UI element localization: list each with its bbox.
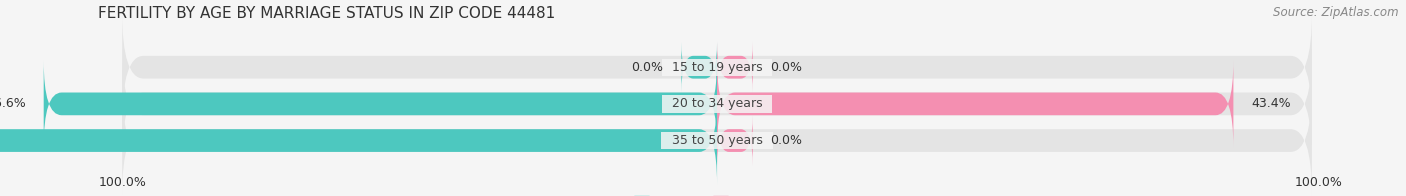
- Text: Source: ZipAtlas.com: Source: ZipAtlas.com: [1274, 6, 1399, 19]
- FancyBboxPatch shape: [717, 115, 752, 166]
- FancyBboxPatch shape: [717, 60, 1233, 148]
- FancyBboxPatch shape: [122, 86, 1312, 195]
- FancyBboxPatch shape: [682, 42, 717, 93]
- Text: FERTILITY BY AGE BY MARRIAGE STATUS IN ZIP CODE 44481: FERTILITY BY AGE BY MARRIAGE STATUS IN Z…: [98, 6, 555, 21]
- FancyBboxPatch shape: [122, 49, 1312, 159]
- Text: 0.0%: 0.0%: [770, 134, 803, 147]
- FancyBboxPatch shape: [44, 60, 717, 148]
- Text: 100.0%: 100.0%: [98, 176, 146, 189]
- FancyBboxPatch shape: [0, 97, 717, 184]
- Legend: Married, Unmarried: Married, Unmarried: [628, 191, 806, 196]
- FancyBboxPatch shape: [122, 13, 1312, 122]
- Text: 15 to 19 years: 15 to 19 years: [664, 61, 770, 74]
- Text: 100.0%: 100.0%: [1295, 176, 1343, 189]
- Text: 43.4%: 43.4%: [1251, 97, 1291, 110]
- Text: 0.0%: 0.0%: [631, 61, 664, 74]
- Text: 0.0%: 0.0%: [770, 61, 803, 74]
- Text: 20 to 34 years: 20 to 34 years: [664, 97, 770, 110]
- FancyBboxPatch shape: [717, 42, 752, 93]
- Text: 56.6%: 56.6%: [0, 97, 25, 110]
- Text: 35 to 50 years: 35 to 50 years: [664, 134, 770, 147]
